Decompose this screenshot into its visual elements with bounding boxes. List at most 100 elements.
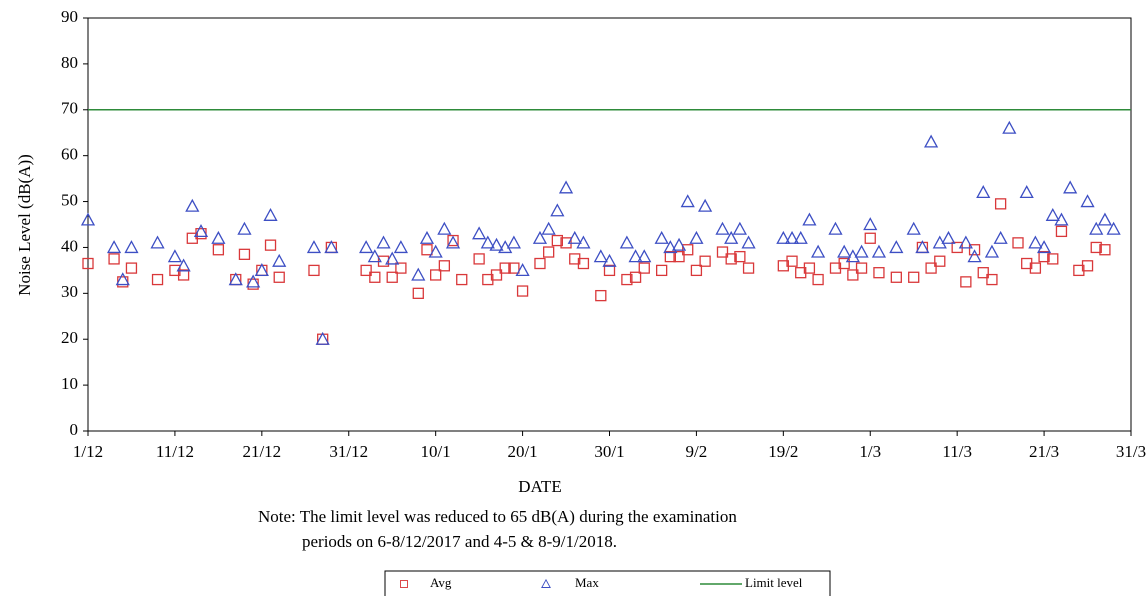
x-tick-label: 31/3 xyxy=(1116,442,1146,461)
point xyxy=(576,235,591,249)
point xyxy=(151,273,164,286)
point xyxy=(473,253,485,265)
point xyxy=(247,278,259,290)
y-tick-label: 30 xyxy=(61,282,78,301)
point xyxy=(263,207,278,221)
point xyxy=(411,267,426,281)
note: Note: The limit level was reduced to 65 … xyxy=(258,507,737,526)
point xyxy=(638,262,650,274)
x-tick-label: 1/12 xyxy=(73,442,103,461)
point xyxy=(550,203,565,217)
point xyxy=(543,246,555,258)
point xyxy=(376,235,391,249)
point xyxy=(506,235,521,249)
point xyxy=(1097,212,1113,226)
point xyxy=(176,258,191,272)
point xyxy=(960,276,972,288)
point xyxy=(1099,244,1111,256)
point xyxy=(664,250,676,263)
point xyxy=(595,289,607,302)
point xyxy=(115,272,130,286)
x-tick-label: 31/12 xyxy=(329,442,368,461)
point xyxy=(211,230,226,244)
point xyxy=(698,198,713,212)
point xyxy=(577,257,590,270)
point xyxy=(923,134,939,148)
point xyxy=(802,212,817,226)
legend-label: Max xyxy=(575,575,599,590)
point xyxy=(499,262,511,274)
legend-label: Limit level xyxy=(745,575,803,590)
y-tick-label: 80 xyxy=(61,53,78,72)
point xyxy=(567,230,582,244)
point xyxy=(602,253,617,267)
point xyxy=(725,253,737,265)
legend-marker xyxy=(400,580,408,588)
point xyxy=(82,257,94,270)
point xyxy=(315,331,330,345)
point xyxy=(716,246,729,258)
point xyxy=(811,244,826,258)
x-tick-label: 11/12 xyxy=(156,442,194,461)
point xyxy=(412,287,424,299)
point xyxy=(1063,180,1078,194)
point xyxy=(986,273,998,286)
point xyxy=(603,264,616,277)
point xyxy=(1106,221,1121,235)
point xyxy=(932,235,947,249)
point xyxy=(437,221,452,235)
point xyxy=(838,257,850,270)
point xyxy=(438,260,451,272)
point xyxy=(185,198,200,212)
point xyxy=(516,285,529,297)
point xyxy=(621,273,633,286)
point xyxy=(784,230,800,244)
point xyxy=(994,198,1007,210)
point xyxy=(264,239,277,251)
point xyxy=(890,271,902,283)
point xyxy=(934,255,946,267)
legend-marker xyxy=(541,578,551,588)
point xyxy=(855,262,868,274)
point xyxy=(1090,241,1102,254)
point xyxy=(117,276,129,288)
point xyxy=(237,221,252,235)
point xyxy=(273,271,285,283)
y-tick-label: 50 xyxy=(61,190,78,209)
y-tick-label: 60 xyxy=(61,145,78,164)
point xyxy=(150,235,165,249)
point xyxy=(430,269,442,281)
y-tick-label: 70 xyxy=(61,99,78,118)
y-tick-label: 90 xyxy=(61,7,78,26)
point xyxy=(393,240,408,254)
point xyxy=(246,274,261,288)
point xyxy=(445,235,461,249)
point xyxy=(915,240,930,254)
point xyxy=(628,249,643,263)
plot-area xyxy=(87,17,1132,432)
point xyxy=(1055,225,1068,238)
point xyxy=(534,257,546,270)
point xyxy=(254,263,269,277)
point xyxy=(1029,262,1042,274)
point xyxy=(873,267,885,279)
point xyxy=(663,240,678,254)
point xyxy=(629,271,642,283)
point xyxy=(490,269,503,281)
y-tick-label: 10 xyxy=(61,374,78,393)
point xyxy=(1012,237,1024,249)
point xyxy=(654,230,669,244)
point xyxy=(1054,212,1069,226)
point xyxy=(699,255,711,267)
point xyxy=(472,226,487,240)
point xyxy=(776,230,791,244)
point xyxy=(742,262,755,274)
x-tick-label: 21/12 xyxy=(242,442,281,461)
point xyxy=(724,230,739,244)
point xyxy=(1019,185,1034,199)
point xyxy=(863,217,878,231)
point xyxy=(1036,240,1052,254)
point xyxy=(673,250,685,263)
y-tick-label: 0 xyxy=(70,420,79,439)
point xyxy=(680,194,695,208)
